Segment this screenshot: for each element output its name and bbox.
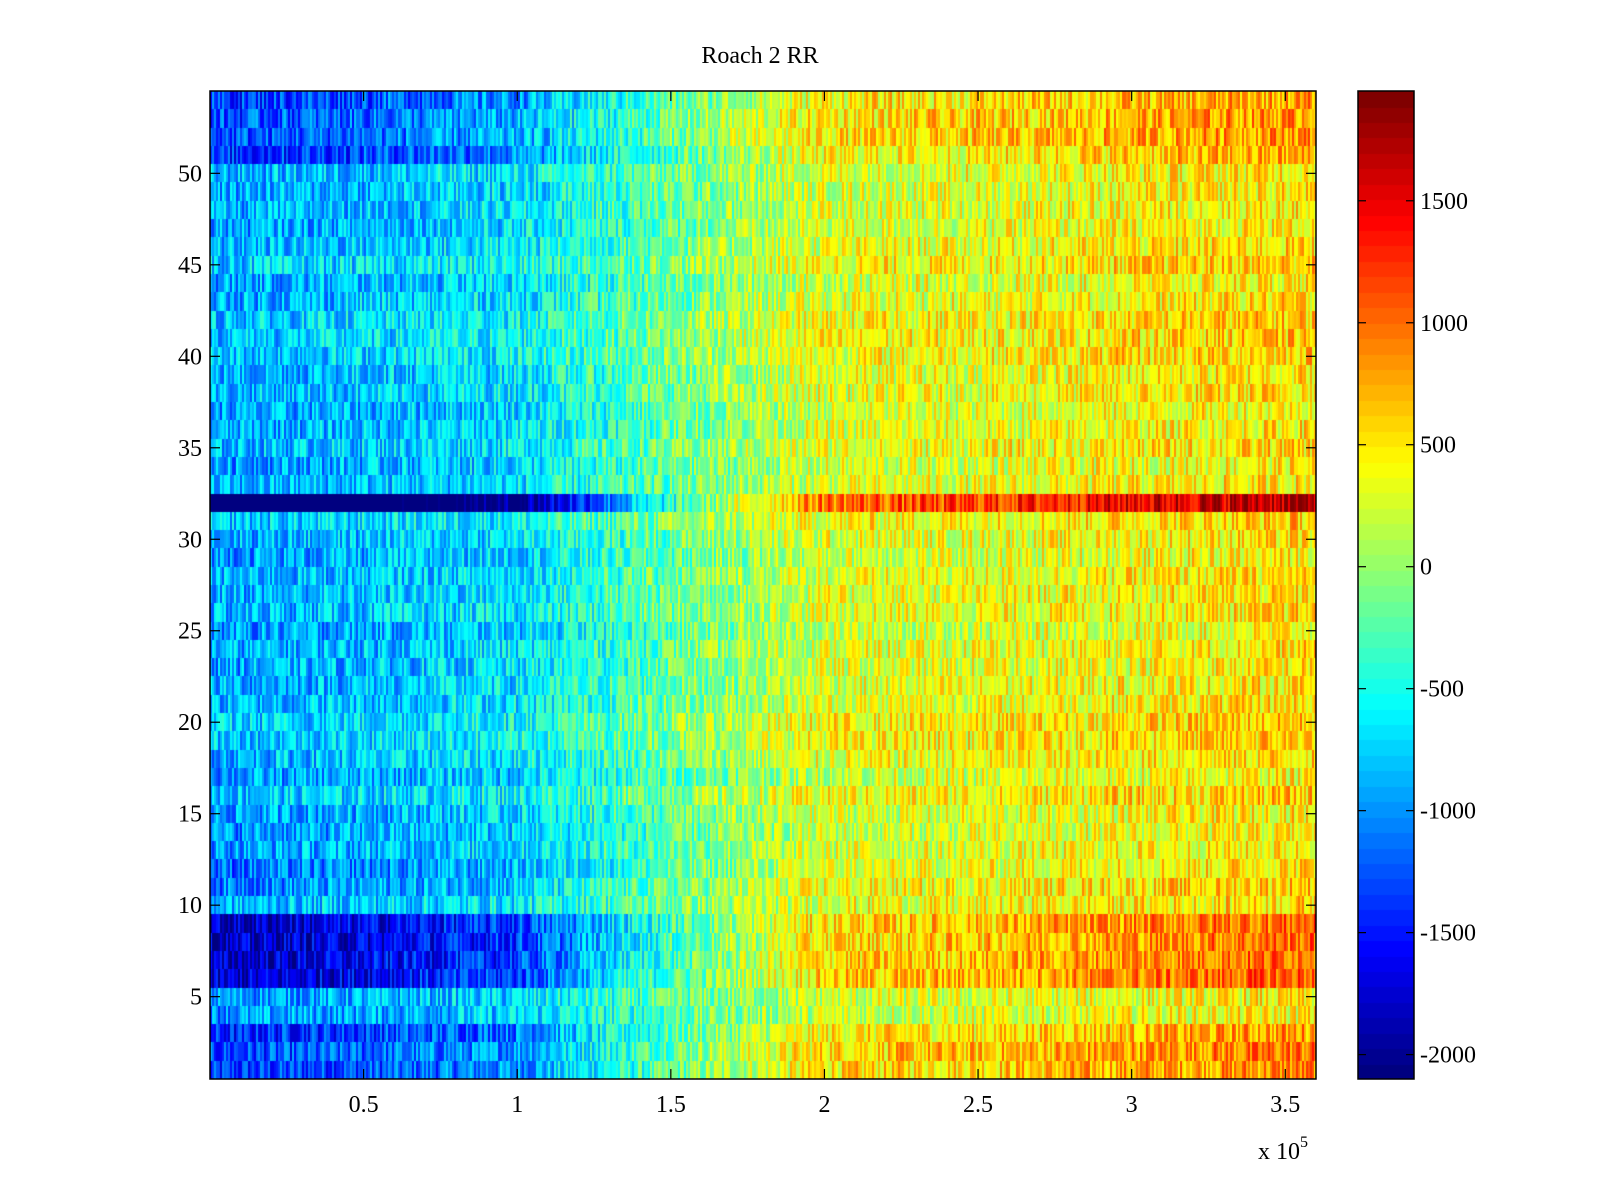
y-tick-label: 25 [178, 619, 202, 645]
y-tick-label: 50 [178, 161, 202, 187]
x-tick-label: 1.5 [656, 1092, 686, 1118]
chart-title: Roach 2 RR [701, 43, 819, 69]
colorbar-tick-label: -1000 [1420, 799, 1476, 825]
x-exponent-power: 5 [1300, 1134, 1308, 1151]
x-tick-label: 2 [818, 1092, 830, 1118]
colorbar-tick-label: 0 [1420, 555, 1432, 581]
x-exponent-base: x 10 [1258, 1139, 1300, 1165]
y-axis-ticks: 5 10 15 20 25 30 35 40 45 50 [178, 161, 1316, 1011]
x-tick-label: 3.5 [1270, 1092, 1300, 1118]
y-tick-label: 35 [178, 436, 202, 462]
colorbar-tick-label: 1500 [1420, 189, 1468, 215]
y-tick-label: 45 [178, 253, 202, 279]
x-tick-label: 0.5 [349, 1092, 379, 1118]
colorbar-box [1357, 90, 1415, 1080]
y-tick-label: 15 [178, 802, 202, 828]
x-tick-label: 3 [1126, 1092, 1138, 1118]
colorbar-tick-label: -1500 [1420, 921, 1476, 947]
y-tick-label: 5 [190, 985, 202, 1011]
y-tick-label: 30 [178, 527, 202, 553]
x-tick-label: 1 [511, 1092, 523, 1118]
colorbar-tick-label: 500 [1420, 433, 1456, 459]
y-tick-label: 10 [178, 893, 202, 919]
x-exponent-label: x 105 [1258, 1134, 1308, 1165]
colorbar-image [1358, 91, 1414, 1079]
colorbar-ticks: -2000 -1500 -1000 -500 0 500 1000 1500 [1358, 189, 1476, 1069]
y-tick-label: 20 [178, 710, 202, 736]
y-tick-label: 40 [178, 344, 202, 370]
main-axes [209, 90, 1317, 1080]
colorbar-axes [1357, 90, 1415, 1080]
x-axis-ticks: 0.5 1 1.5 2 2.5 3 3.5 [349, 91, 1300, 1118]
heatmap-image [210, 91, 1316, 1079]
x-tick-label: 2.5 [963, 1092, 993, 1118]
axes-box [209, 90, 1317, 1080]
colorbar-tick-label: -500 [1420, 677, 1464, 703]
colorbar-tick-label: 1000 [1420, 311, 1468, 337]
colorbar-tick-label: -2000 [1420, 1043, 1476, 1069]
